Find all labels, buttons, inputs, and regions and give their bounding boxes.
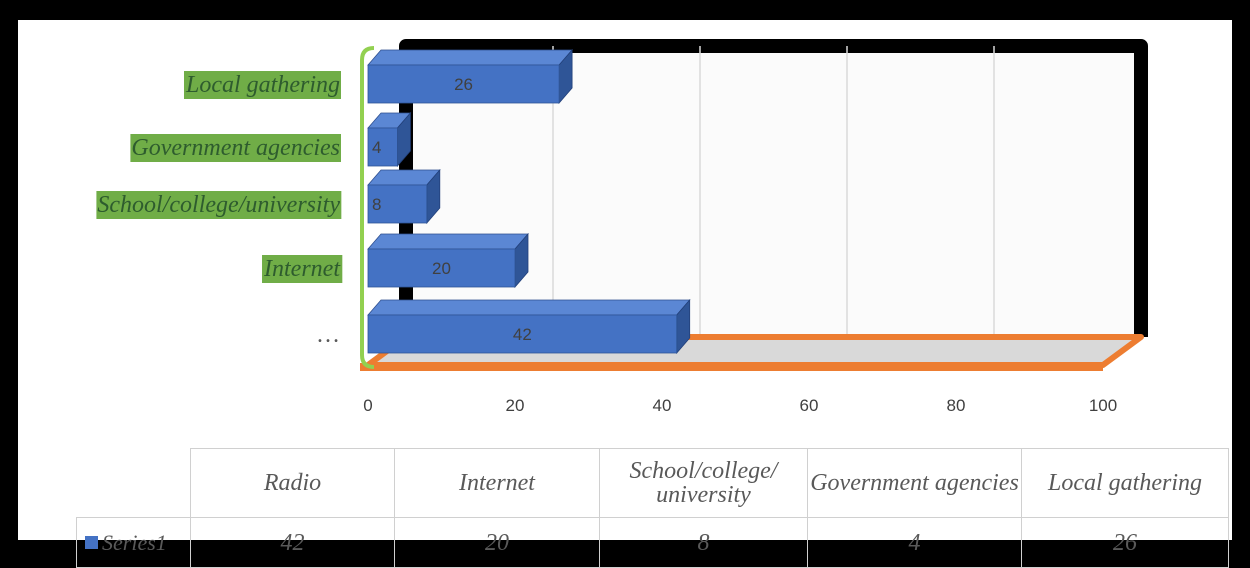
category-label: School/college/university xyxy=(97,192,340,218)
data-table-value-row: Series1 42 20 8 4 26 xyxy=(76,517,1229,568)
x-tick-label: 80 xyxy=(947,396,966,415)
data-table-value: 26 xyxy=(1021,517,1229,568)
legend-series-name: Series1 xyxy=(102,529,167,555)
category-label-highlight xyxy=(184,71,341,99)
data-table-header: School/college/ university xyxy=(599,448,808,518)
axis-brace xyxy=(360,46,375,369)
data-table-header-row: Radio Internet School/college/ universit… xyxy=(76,448,1229,518)
x-tick-label: 100 xyxy=(1089,396,1117,415)
category-label: Local gathering xyxy=(185,72,340,98)
bar-top-face xyxy=(367,299,691,316)
category-label-highlight xyxy=(96,191,342,219)
category-label-highlight xyxy=(130,134,341,162)
x-tick-labels: 0 20 40 60 80 100 xyxy=(363,396,1117,415)
bar-data-label: 26 xyxy=(454,75,473,94)
bar xyxy=(367,127,398,167)
bar xyxy=(367,248,516,288)
bar-data-label: 42 xyxy=(513,325,532,344)
x-tick-label: 0 xyxy=(363,396,372,415)
category-label: Government agencies xyxy=(131,135,340,161)
data-table-header: Government agencies xyxy=(807,448,1022,518)
data-table-header: Local gathering xyxy=(1021,448,1229,518)
category-label: Internet xyxy=(263,256,341,282)
bar xyxy=(367,314,678,354)
bar xyxy=(367,64,560,104)
data-table-value: 20 xyxy=(394,517,600,568)
legend-entry: Series1 xyxy=(76,517,191,568)
data-table-corner xyxy=(76,448,191,518)
axis-brace-line xyxy=(360,46,375,369)
bar-chart: 42 20 8 4 26 … Internet School/college/univers… xyxy=(96,39,1148,415)
bar-data-label: 4 xyxy=(372,138,381,157)
x-tick-label: 40 xyxy=(653,396,672,415)
bar-data-label: 20 xyxy=(432,259,451,278)
data-table-header: Internet xyxy=(394,448,600,518)
data-table-value: 8 xyxy=(599,517,808,568)
bar-top-face xyxy=(367,49,573,66)
chart-frame: 42 20 8 4 26 … Internet School/college/univers… xyxy=(18,20,1232,568)
floor-front-edge xyxy=(360,363,1103,371)
data-table-header: Radio xyxy=(190,448,395,518)
category-labels: … Internet School/college/university Govern… xyxy=(96,71,343,348)
bars: 42 20 8 4 26 xyxy=(367,48,691,355)
data-table-value: 42 xyxy=(190,517,395,568)
category-label: … xyxy=(316,322,340,348)
data-table: Radio Internet School/college/ universit… xyxy=(76,448,1229,568)
bar-top-face xyxy=(367,233,529,250)
data-table-value: 4 xyxy=(807,517,1022,568)
x-tick-label: 20 xyxy=(506,396,525,415)
category-label-highlight xyxy=(262,255,343,283)
bar xyxy=(367,184,428,224)
legend-key xyxy=(85,535,98,549)
x-tick-label: 60 xyxy=(800,396,819,415)
bar-data-label: 8 xyxy=(372,195,381,214)
